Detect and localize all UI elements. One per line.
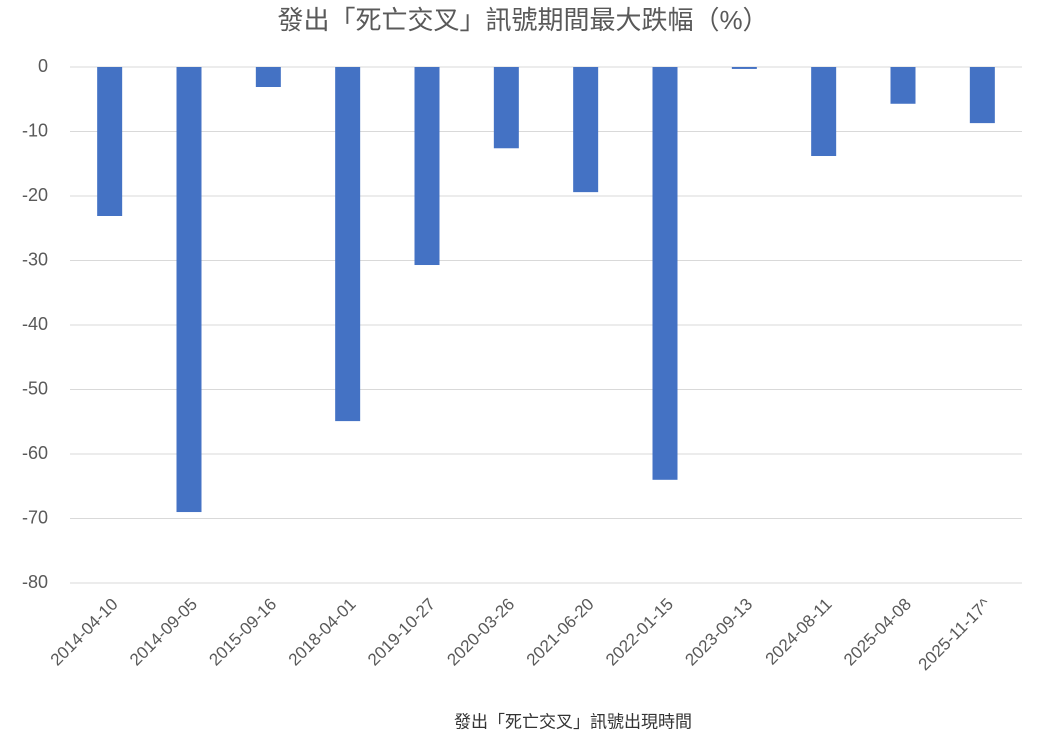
x-tick-label: 2022-01-15: [602, 595, 677, 670]
bar: [97, 67, 123, 216]
bar: [255, 67, 281, 87]
y-tick-label: -20: [22, 185, 48, 205]
y-tick-label: -30: [22, 249, 48, 269]
x-tick-label: 2025-11-17^: [915, 595, 995, 675]
bar: [811, 67, 837, 157]
x-tick-label: 2020-03-26: [443, 595, 518, 670]
bar: [969, 67, 995, 124]
x-tick-label: 2025-04-08: [840, 595, 915, 670]
bar: [652, 67, 678, 480]
y-tick-label: -80: [22, 572, 48, 592]
x-tick-label: 2019-10-27: [364, 595, 439, 670]
bar: [176, 67, 202, 513]
x-tick-label: 2024-08-11: [762, 595, 836, 669]
x-tick-label: 2015-09-16: [205, 595, 280, 670]
y-tick-label: 0: [38, 56, 48, 76]
bar: [573, 67, 599, 193]
chart-title: 發出「死亡交叉」訊號期間最大跌幅（%）: [277, 5, 768, 35]
x-tick-label: 2014-09-05: [126, 595, 201, 670]
x-tick-label: 2023-09-13: [681, 595, 756, 670]
x-tick-label: 2018-04-01: [285, 595, 360, 670]
y-tick-label: -50: [22, 378, 48, 398]
x-axis-title: 發出「死亡交叉」訊號出現時間: [454, 712, 692, 731]
bar: [335, 67, 361, 422]
x-tick-label: 2014-04-10: [47, 595, 122, 670]
y-tick-label: -40: [22, 314, 48, 334]
bar: [890, 67, 916, 104]
y-tick-label: -10: [22, 120, 48, 140]
y-tick-label: -70: [22, 507, 48, 527]
x-tick-label: 2021-06-20: [523, 595, 598, 670]
bar: [493, 67, 519, 149]
bar: [414, 67, 440, 266]
y-tick-label: -60: [22, 443, 48, 463]
bar: [731, 67, 757, 69]
